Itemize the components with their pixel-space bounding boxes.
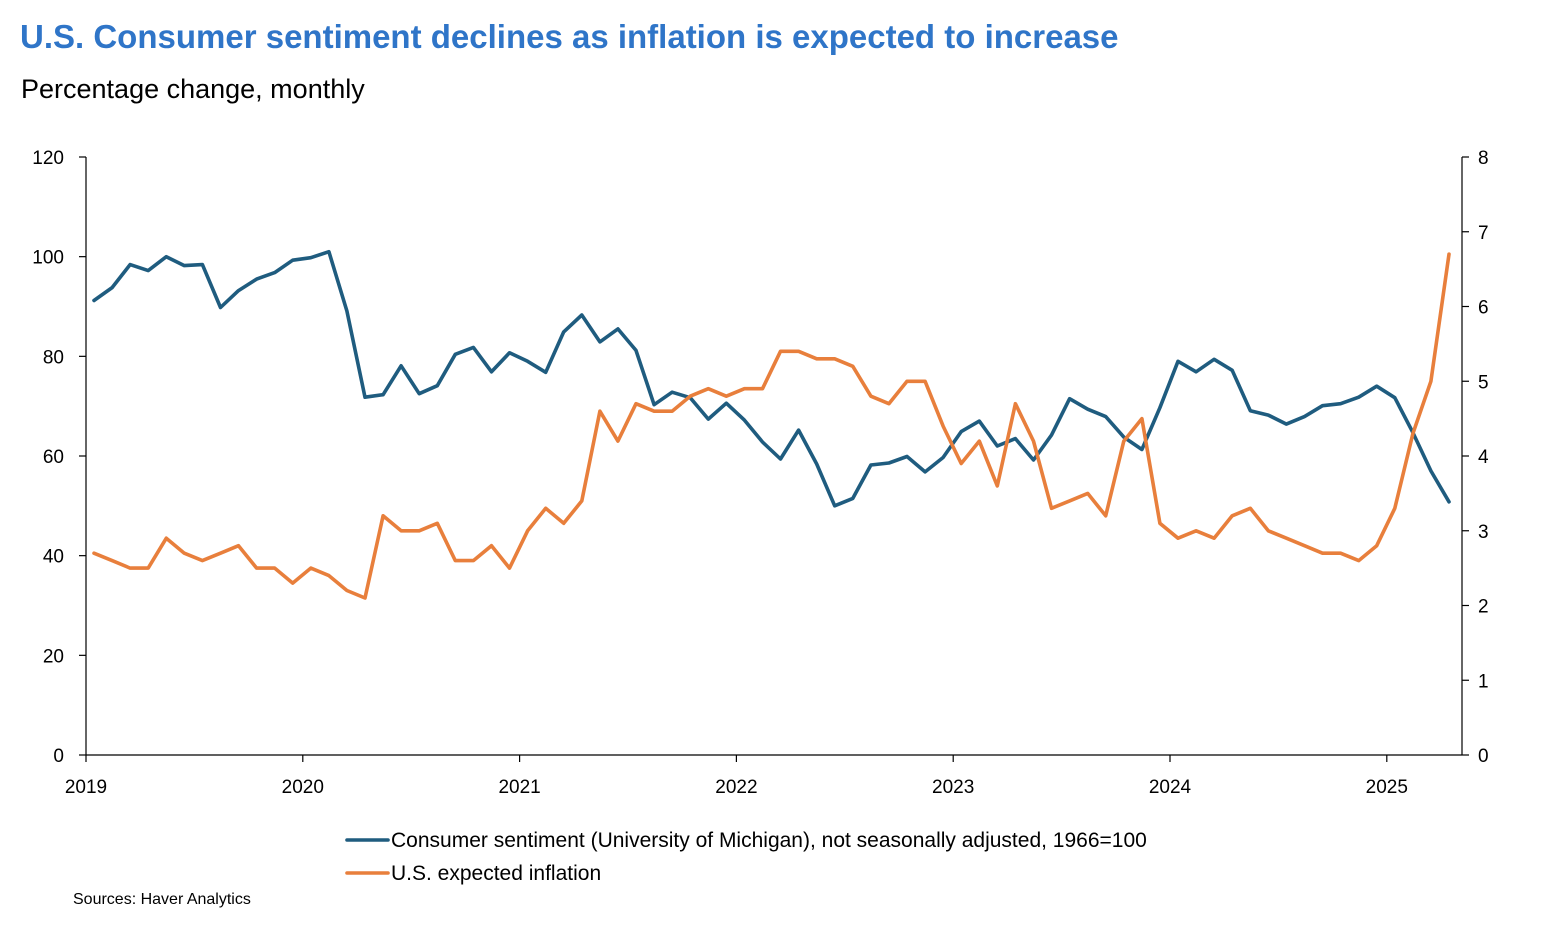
x-tick-label: 2023 [932,777,974,798]
x-tick-label: 2022 [715,777,757,798]
left-y-tick-label: 40 [43,547,64,568]
right-y-tick-label: 7 [1478,223,1489,244]
right-y-tick-label: 0 [1478,746,1489,767]
x-tick-label: 2021 [498,777,540,798]
expected-inflation-line [92,252,1451,600]
left-y-tick-label: 20 [43,646,64,667]
right-y-tick-label: 5 [1478,372,1489,393]
right-y-tick-label: 1 [1478,671,1489,692]
right-y-tick-label: 8 [1478,148,1489,169]
x-tick-label: 2020 [282,777,324,798]
chart-subtitle: Percentage change, monthly [21,74,365,104]
x-tick-label: 2019 [65,777,107,798]
left-y-tick-label: 60 [43,447,64,468]
left-y-tick-label: 0 [53,746,64,767]
right-y-tick-label: 6 [1478,298,1489,319]
right-y-tick-label: 2 [1478,597,1489,618]
left-y-tick-label: 120 [32,148,64,169]
x-tick-label: 2024 [1149,777,1192,798]
legend-label: Consumer sentiment (University of Michig… [391,829,1147,852]
legend-label: U.S. expected inflation [391,862,601,885]
left-y-tick-label: 80 [43,347,64,368]
consumer-sentiment-line [92,249,1451,508]
source-note: Sources: Haver Analytics [73,891,251,908]
left-y-tick-label: 100 [32,248,64,269]
x-tick-label: 2025 [1366,777,1408,798]
right-y-tick-label: 4 [1478,447,1489,468]
right-y-tick-label: 3 [1478,522,1489,543]
chart-title: U.S. Consumer sentiment declines as infl… [20,18,1119,55]
